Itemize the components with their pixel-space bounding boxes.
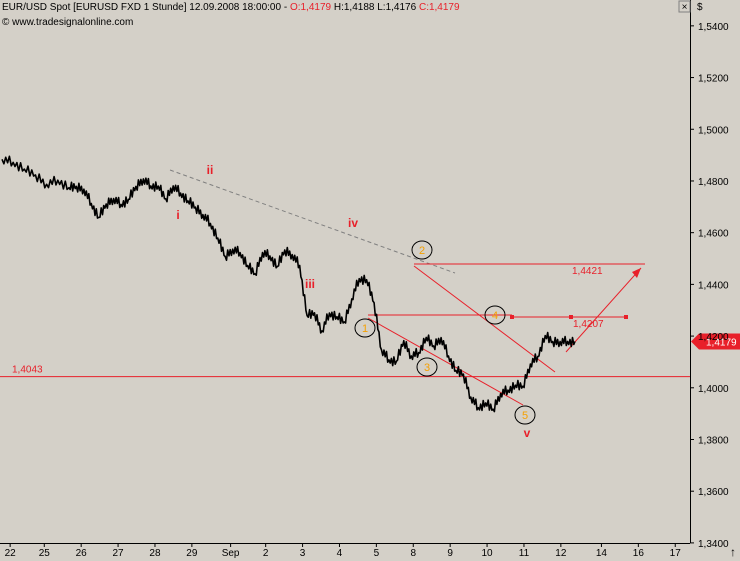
x-tick-label: 8 <box>410 548 416 559</box>
x-tick-label: 14 <box>596 548 608 559</box>
current-price-label: 1,4179 <box>706 338 737 349</box>
wave-circle-5 <box>514 405 536 425</box>
wave-number-4: 4 <box>492 310 498 322</box>
wave-label-iii: iii <box>305 277 315 291</box>
x-tick-label: 25 <box>39 548 51 559</box>
projection-arrowhead <box>632 268 641 278</box>
x-tick-label: 26 <box>76 548 88 559</box>
y-tick-label: 1,4200 <box>698 332 729 343</box>
x-tick-label: 10 <box>481 548 493 559</box>
y-tick-label: 1,4000 <box>698 384 729 395</box>
wave-label-i: i <box>176 208 179 222</box>
y-tick-label: 1,3400 <box>698 539 729 550</box>
wave-circle-4 <box>484 305 506 325</box>
target-marker <box>510 315 514 319</box>
wave-circle-2 <box>411 240 433 260</box>
header-title: EUR/USD Spot [EURUSD FXD 1 Stunde] 12.09… <box>2 2 290 13</box>
x-tick-label: 29 <box>186 548 198 559</box>
x-tick-label: 12 <box>555 548 567 559</box>
target-marker <box>624 315 628 319</box>
current-price-flag <box>691 333 740 350</box>
y-tick-label: 1,4800 <box>698 177 729 188</box>
y-tick-label: 1,4400 <box>698 280 729 291</box>
x-tick-label: 27 <box>113 548 125 559</box>
x-tick-label: 5 <box>374 548 380 559</box>
target-marker <box>569 315 573 319</box>
y-tick-label: 1,4600 <box>698 229 729 240</box>
wave-circle-3 <box>416 357 438 377</box>
x-tick-label: Sep <box>222 548 240 559</box>
currency-symbol: $ <box>697 2 703 13</box>
y-tick-label: 1,5400 <box>698 22 729 33</box>
x-tick-label: 17 <box>670 548 682 559</box>
wave-label-iv: iv <box>348 216 358 230</box>
price-series <box>1 155 576 413</box>
header-high: H:1,4188 <box>331 2 375 13</box>
x-tick-label: 2 <box>263 548 269 559</box>
wave-circle-1 <box>354 318 376 338</box>
x-tick-label: 3 <box>300 548 306 559</box>
x-tick-label: 11 <box>519 548 530 559</box>
close-chart-button[interactable] <box>678 0 691 13</box>
x-tick-label: 16 <box>633 548 645 559</box>
y-tick-label: 1,5000 <box>698 125 729 136</box>
x-tick-label: 9 <box>447 548 453 559</box>
lower-channel-line <box>367 317 524 406</box>
website-credit: © www.tradesignalonline.com <box>2 17 133 28</box>
wave-number-1: 1 <box>362 323 368 335</box>
header-low: L:1,4176 <box>374 2 416 13</box>
close-icon: × <box>682 2 688 13</box>
annotation-lines <box>0 169 690 406</box>
chart-header: EUR/USD Spot [EURUSD FXD 1 Stunde] 12.09… <box>2 2 460 13</box>
scroll-up-arrow-icon[interactable]: ↑ <box>730 545 736 559</box>
wave-number-5: 5 <box>522 410 528 422</box>
wave-number-2: 2 <box>419 245 425 257</box>
upper-channel-line <box>413 265 556 373</box>
header-open: O:1,4179 <box>290 2 332 13</box>
dashed-trendline <box>169 169 456 274</box>
wave-label-ii: ii <box>207 163 214 177</box>
target-label-4421: 1,4421 <box>572 266 603 277</box>
target-label-4207: 1,4207 <box>573 319 604 330</box>
y-tick-label: 1,5200 <box>698 74 729 85</box>
x-tick-label: 22 <box>5 548 17 559</box>
projection-arrow-line <box>565 267 642 353</box>
y-tick-label: 1,3600 <box>698 487 729 498</box>
x-tick-label: 28 <box>149 548 161 559</box>
wave-number-3: 3 <box>424 362 430 374</box>
price-line <box>1 155 576 413</box>
x-tick-label: 4 <box>337 548 343 559</box>
header-close: C:1,4179 <box>416 2 460 13</box>
support-line-label: 1,4043 <box>12 365 43 376</box>
wave-label-v: v <box>524 426 531 440</box>
y-tick-label: 1,3800 <box>698 435 729 446</box>
